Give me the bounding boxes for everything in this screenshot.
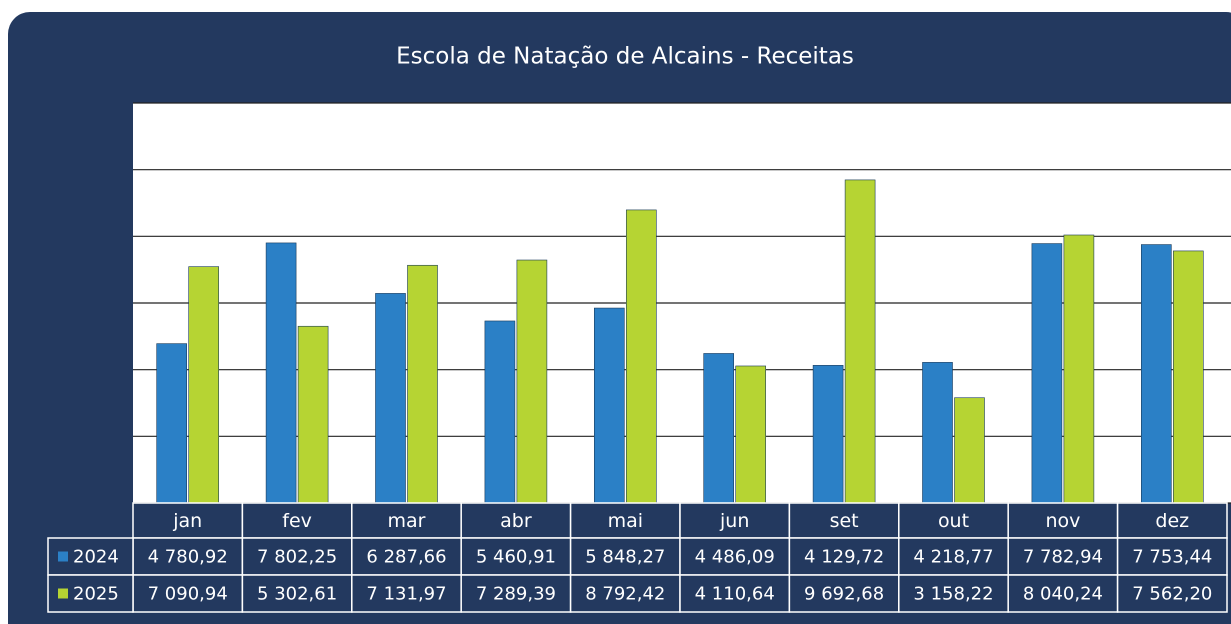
table-cell: [460, 537, 572, 576]
bar: [375, 293, 406, 504]
bar: [812, 365, 844, 504]
table-cell: [460, 574, 572, 613]
bar: [625, 209, 657, 504]
bar: [265, 242, 297, 504]
bar: [1063, 234, 1095, 504]
table-cell: [351, 537, 462, 576]
legend-label: 2024: [73, 547, 119, 568]
bar: [593, 307, 625, 504]
x-tick-label: abr: [500, 510, 532, 532]
x-tick-label: mar: [388, 510, 426, 532]
data-label: 7 802,25: [257, 547, 337, 568]
bar: [156, 343, 187, 504]
x-tick-label: jun: [719, 510, 749, 532]
table-cell: [898, 574, 1009, 613]
bar: [1141, 244, 1172, 504]
table-cell: [1116, 502, 1228, 539]
data-label: 9 692,68: [804, 584, 884, 605]
data-label: 7 753,44: [1132, 547, 1212, 568]
table-cell: [679, 537, 791, 576]
data-label: 7 562,20: [1132, 584, 1212, 605]
table-cell: [569, 574, 681, 613]
bar: [1031, 243, 1063, 504]
table-cell: [132, 574, 244, 613]
bar: [407, 264, 438, 504]
bar: [844, 179, 876, 504]
bar: [703, 353, 735, 504]
bar: [922, 362, 953, 504]
legend-swatch: [58, 551, 68, 562]
table-cell: [569, 502, 681, 539]
x-tick-label: nov: [1045, 510, 1080, 532]
data-label: 7 090,94: [148, 584, 228, 605]
data-label: 6 287,66: [366, 547, 446, 568]
table-cell: [1007, 574, 1119, 613]
data-label: 7 782,94: [1023, 547, 1103, 568]
table-cell: [898, 537, 1009, 576]
data-label: 4 218,77: [913, 547, 993, 568]
x-tick-label: dez: [1155, 510, 1189, 532]
chart-title: Escola de Natação de Alcains - Receitas: [396, 44, 854, 70]
data-label: 5 460,91: [476, 547, 556, 568]
table-cell: [460, 502, 572, 539]
table-cell: [241, 574, 353, 613]
table-cell: [351, 502, 462, 539]
bar: [297, 325, 329, 504]
legend-label: 2025: [73, 584, 119, 605]
table-cell: [788, 502, 900, 539]
bar: [1173, 250, 1204, 504]
bar: [954, 397, 985, 504]
data-label: 7 289,39: [476, 584, 556, 605]
table-cell: [1116, 537, 1228, 576]
data-label: 5 848,27: [585, 547, 665, 568]
x-tick-label: fev: [282, 510, 312, 532]
data-label: 5 302,61: [257, 584, 337, 605]
data-label: 3 158,22: [913, 584, 993, 605]
table-cell: [351, 574, 462, 613]
bar: [188, 266, 219, 504]
data-label: 8 040,24: [1023, 584, 1103, 605]
x-tick-label: out: [938, 510, 969, 532]
table-cell: [788, 574, 900, 613]
legend-swatch: [58, 588, 68, 599]
data-label: 7 131,97: [366, 584, 446, 605]
data-label: 4 110,64: [695, 584, 775, 605]
data-label: 4 780,92: [148, 547, 228, 568]
data-label: 8 792,42: [585, 584, 665, 605]
bar: [735, 365, 767, 504]
bar: [484, 320, 516, 504]
data-label: 4 129,72: [804, 547, 884, 568]
table-cell: [679, 502, 791, 539]
table-cell: [1116, 574, 1228, 613]
table-cell: [898, 502, 1009, 539]
table-cell: [569, 537, 681, 576]
x-tick-label: jan: [172, 510, 202, 532]
x-tick-label: set: [830, 510, 859, 532]
table-cell: [132, 502, 244, 539]
bar: [516, 259, 548, 504]
x-tick-label: mai: [608, 510, 643, 532]
data-label: 4 486,09: [695, 547, 775, 568]
